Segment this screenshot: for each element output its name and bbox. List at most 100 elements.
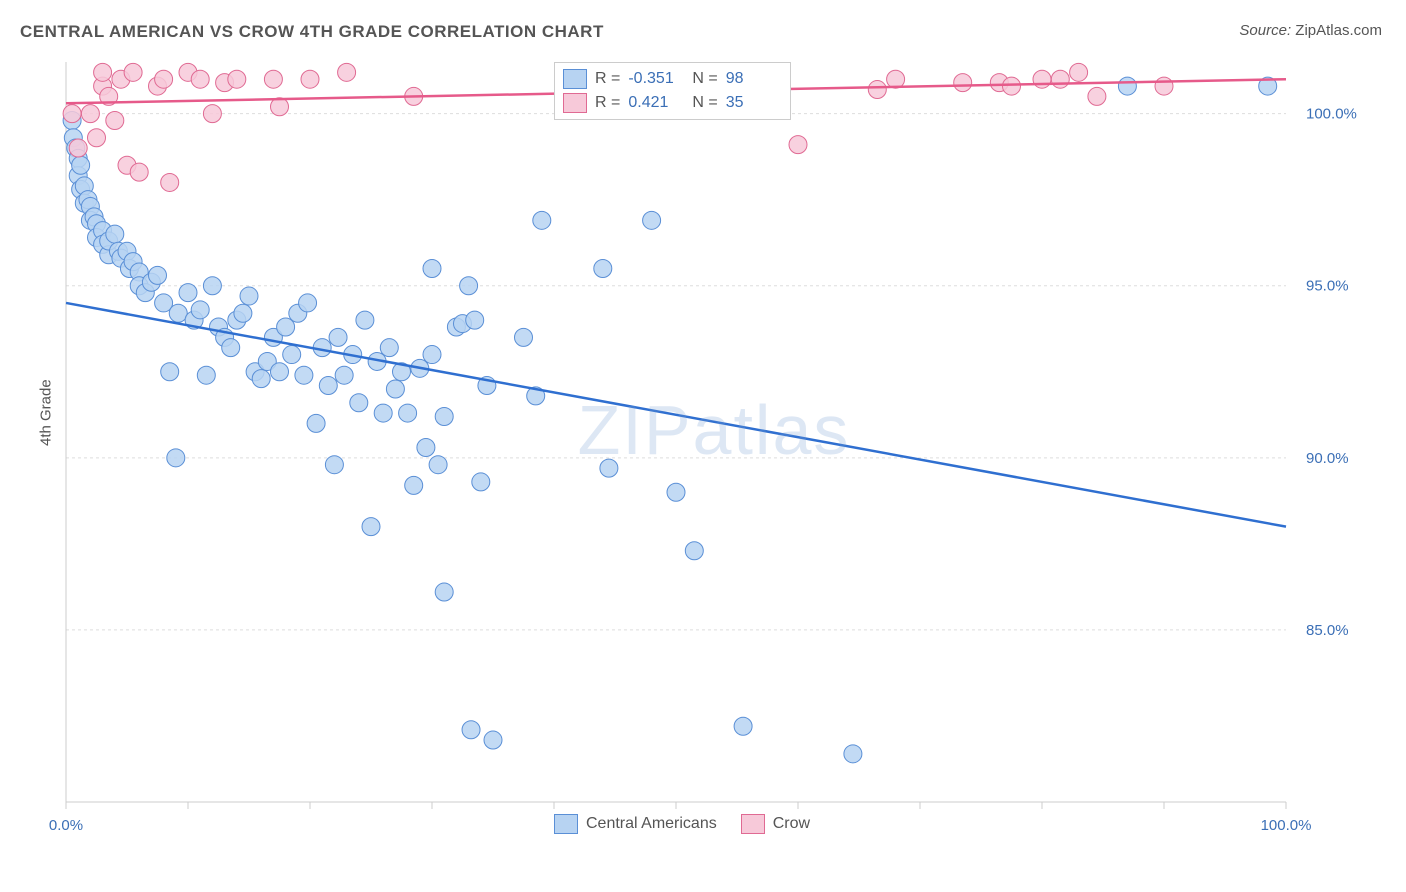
data-point bbox=[868, 81, 886, 99]
svg-text:0.0%: 0.0% bbox=[49, 817, 83, 834]
legend-item: Crow bbox=[741, 814, 810, 834]
data-point bbox=[191, 70, 209, 88]
data-point bbox=[155, 70, 173, 88]
data-point bbox=[594, 260, 612, 278]
series-legend: Central Americans Crow bbox=[554, 814, 810, 834]
data-point bbox=[435, 583, 453, 601]
legend-label: Central Americans bbox=[586, 815, 717, 833]
data-point bbox=[329, 328, 347, 346]
y-axis-label: 4th Grade bbox=[38, 379, 55, 446]
data-point bbox=[277, 318, 295, 336]
data-point bbox=[149, 266, 167, 284]
r-value: -0.351 bbox=[628, 67, 684, 91]
r-label: R = bbox=[595, 67, 620, 91]
data-point bbox=[386, 380, 404, 398]
data-point bbox=[472, 473, 490, 491]
data-point bbox=[515, 328, 533, 346]
data-point bbox=[1118, 77, 1136, 95]
data-point bbox=[72, 156, 90, 174]
chart-title: CENTRAL AMERICAN VS CROW 4TH GRADE CORRE… bbox=[20, 22, 604, 42]
r-value: 0.421 bbox=[628, 91, 684, 115]
plot-area: 4th Grade 85.0%90.0%95.0%100.0%0.0%100.0… bbox=[46, 50, 1382, 842]
data-point bbox=[63, 105, 81, 123]
data-point bbox=[423, 346, 441, 364]
data-point bbox=[203, 277, 221, 295]
n-value: 35 bbox=[726, 91, 782, 115]
data-point bbox=[228, 70, 246, 88]
data-point bbox=[88, 129, 106, 147]
n-value: 98 bbox=[726, 67, 782, 91]
source-credit: Source: ZipAtlas.com bbox=[1239, 22, 1382, 39]
svg-text:85.0%: 85.0% bbox=[1306, 622, 1349, 639]
svg-text:100.0%: 100.0% bbox=[1261, 817, 1312, 834]
data-point bbox=[350, 394, 368, 412]
n-label: N = bbox=[692, 67, 717, 91]
data-point bbox=[167, 449, 185, 467]
data-point bbox=[191, 301, 209, 319]
n-label: N = bbox=[692, 91, 717, 115]
data-point bbox=[1033, 70, 1051, 88]
data-point bbox=[667, 483, 685, 501]
data-point bbox=[169, 304, 187, 322]
svg-text:95.0%: 95.0% bbox=[1306, 278, 1349, 295]
data-point bbox=[319, 377, 337, 395]
data-point bbox=[161, 363, 179, 381]
data-point bbox=[106, 112, 124, 130]
data-point bbox=[1003, 77, 1021, 95]
series-swatch bbox=[563, 69, 587, 89]
data-point bbox=[197, 366, 215, 384]
data-point bbox=[685, 542, 703, 560]
data-point bbox=[356, 311, 374, 329]
legend-label: Crow bbox=[773, 815, 810, 833]
legend-item: Central Americans bbox=[554, 814, 717, 834]
data-point bbox=[81, 105, 99, 123]
data-point bbox=[301, 70, 319, 88]
data-point bbox=[380, 339, 398, 357]
data-point bbox=[429, 456, 447, 474]
data-point bbox=[264, 70, 282, 88]
data-point bbox=[1051, 70, 1069, 88]
data-point bbox=[252, 370, 270, 388]
data-point bbox=[1070, 63, 1088, 81]
data-point bbox=[203, 105, 221, 123]
data-point bbox=[435, 408, 453, 426]
data-point bbox=[161, 173, 179, 191]
data-point bbox=[954, 74, 972, 92]
scatter-chart: 85.0%90.0%95.0%100.0%0.0%100.0% bbox=[46, 50, 1382, 842]
data-point bbox=[734, 717, 752, 735]
source-value: ZipAtlas.com bbox=[1295, 22, 1382, 39]
data-point bbox=[234, 304, 252, 322]
data-point bbox=[405, 476, 423, 494]
data-point bbox=[399, 404, 417, 422]
data-point bbox=[462, 721, 480, 739]
series-swatch bbox=[563, 93, 587, 113]
legend-swatch bbox=[741, 814, 765, 834]
data-point bbox=[844, 745, 862, 763]
data-point bbox=[222, 339, 240, 357]
data-point bbox=[417, 438, 435, 456]
data-point bbox=[325, 456, 343, 474]
data-point bbox=[271, 363, 289, 381]
data-point bbox=[643, 211, 661, 229]
data-point bbox=[484, 731, 502, 749]
stats-row: R = -0.351 N = 98 bbox=[563, 67, 782, 91]
data-point bbox=[130, 163, 148, 181]
data-point bbox=[106, 225, 124, 243]
stats-row: R =0.421N =35 bbox=[563, 91, 782, 115]
data-point bbox=[460, 277, 478, 295]
data-point bbox=[423, 260, 441, 278]
data-point bbox=[374, 404, 392, 422]
data-point bbox=[338, 63, 356, 81]
data-point bbox=[1088, 87, 1106, 105]
data-point bbox=[124, 63, 142, 81]
data-point bbox=[179, 284, 197, 302]
svg-text:100.0%: 100.0% bbox=[1306, 106, 1357, 123]
source-label: Source: bbox=[1239, 22, 1291, 39]
data-point bbox=[466, 311, 484, 329]
data-point bbox=[1155, 77, 1173, 95]
data-point bbox=[283, 346, 301, 364]
data-point bbox=[789, 136, 807, 154]
data-point bbox=[362, 518, 380, 536]
data-point bbox=[600, 459, 618, 477]
data-point bbox=[295, 366, 313, 384]
